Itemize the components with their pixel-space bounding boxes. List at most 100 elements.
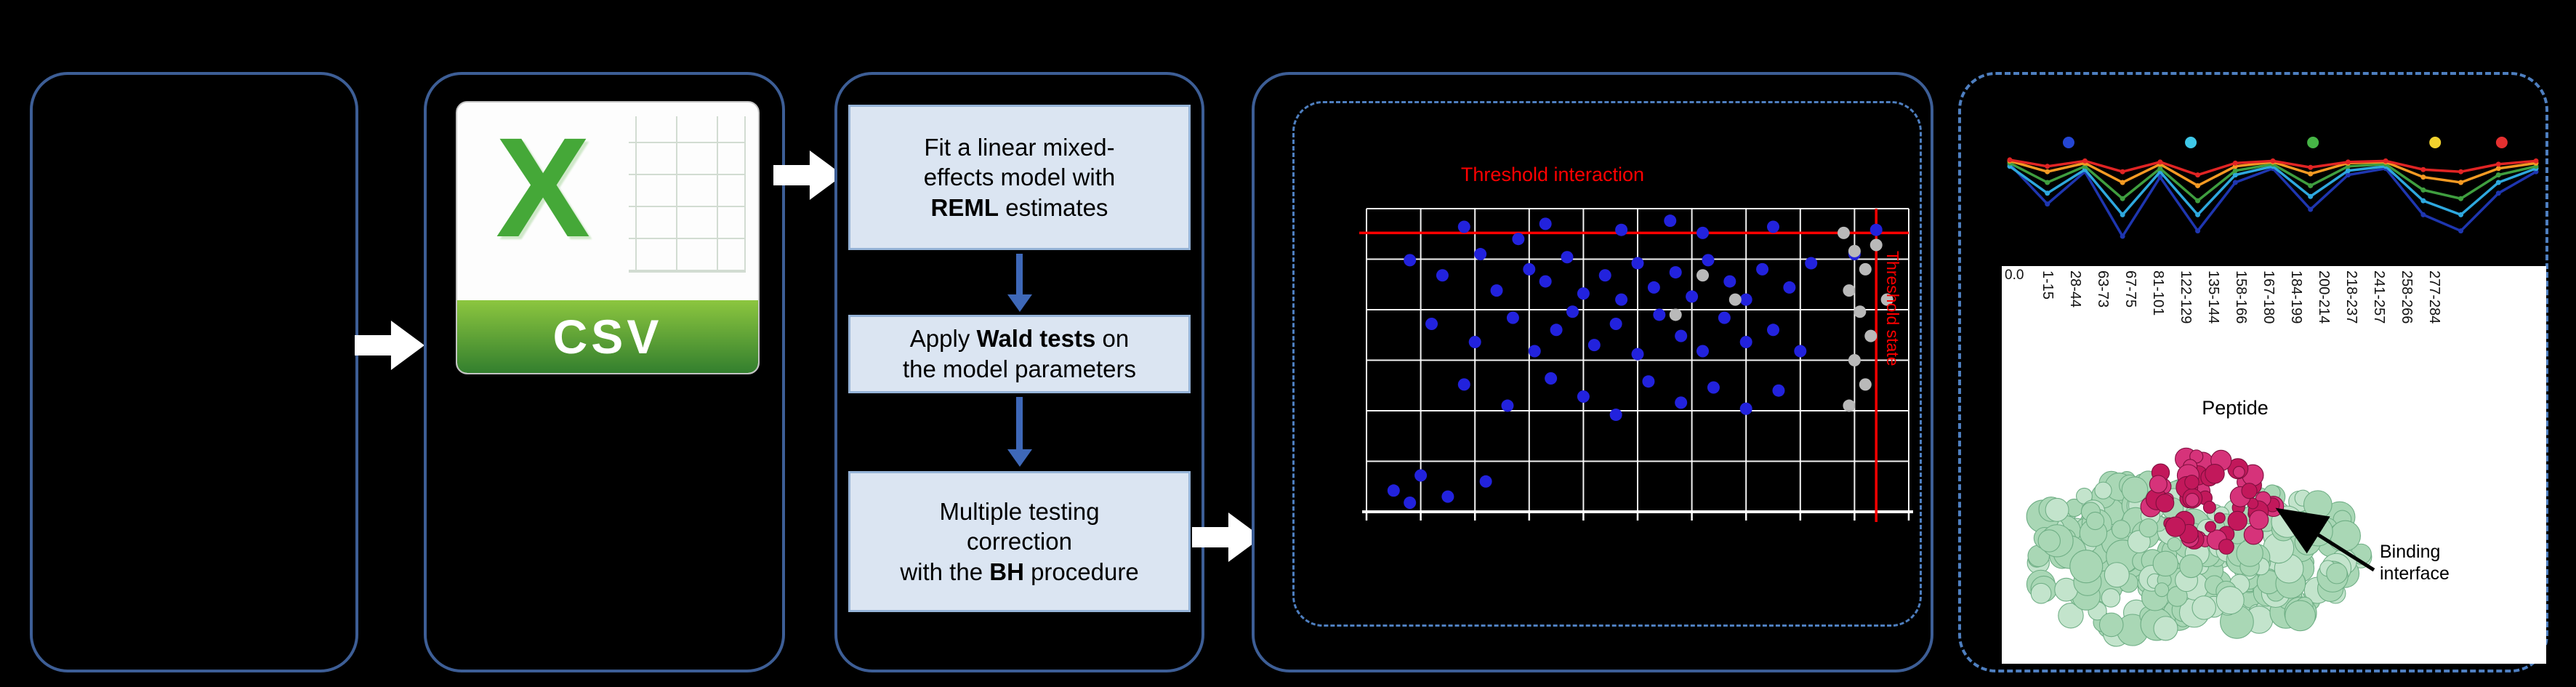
arrow-down-icon-1 — [1007, 254, 1032, 312]
scatter-point — [1718, 311, 1731, 324]
uptake-point — [2495, 180, 2501, 185]
peptide-tick-label: 258-266 — [2399, 270, 2415, 324]
scatter-point — [1756, 262, 1769, 276]
scatter-point — [1837, 226, 1850, 239]
peptide-axis-labels: 1-15 28-44 63-73 67-75 81-101 122-129 135-144 1… — [2028, 270, 2442, 397]
uptake-point — [2308, 164, 2314, 170]
csv-label: CSV — [552, 309, 663, 363]
scatter-point — [1794, 345, 1807, 358]
scatter-point — [1739, 402, 1752, 415]
uptake-point — [2232, 172, 2238, 178]
arrow-stem — [1016, 397, 1023, 449]
uptake-point — [2120, 169, 2125, 174]
scatter-point — [1539, 217, 1552, 230]
scatter-point — [1587, 339, 1601, 352]
surface-sphere — [2179, 554, 2203, 579]
scatter-point — [1539, 275, 1552, 288]
surface-sphere — [2303, 516, 2333, 547]
scatter-point — [1848, 354, 1861, 366]
uptake-point — [2308, 171, 2314, 177]
scatter-point — [1545, 372, 1558, 385]
scatter-point — [1783, 281, 1796, 294]
panel-csv: X CSV — [424, 72, 785, 672]
scatter-point — [1805, 257, 1818, 270]
uptake-point — [2157, 166, 2163, 172]
volcano-side-label: Threshold state — [1883, 251, 1902, 366]
surface-sphere — [2241, 483, 2258, 499]
csv-file-icon: X CSV — [456, 101, 760, 374]
surface-sphere — [2155, 494, 2175, 513]
surface-sphere — [2205, 463, 2225, 484]
uptake-point — [2195, 182, 2201, 188]
scatter-point — [1767, 220, 1779, 233]
arrow-right-icon-1 — [355, 320, 424, 371]
panel-results: 0.0 1-15 28-44 63-73 67-75 81-101 122-129 135-… — [1958, 72, 2548, 672]
uptake-point — [2007, 157, 2013, 163]
scatter-point — [1457, 378, 1470, 391]
scatter-point — [1707, 381, 1720, 394]
scatter-point — [1523, 262, 1536, 276]
excel-x-letter: X — [495, 108, 591, 268]
scatter-point — [1598, 269, 1611, 282]
scatter-point — [1702, 254, 1715, 267]
peptide-tick-label: 63-73 — [2095, 270, 2111, 308]
uptake-point — [2420, 212, 2426, 217]
uptake-point — [2495, 166, 2501, 172]
surface-sphere — [2326, 562, 2348, 584]
peptide-tick-label: 184-199 — [2288, 270, 2304, 324]
surface-sphere — [2045, 497, 2069, 522]
uptake-point — [2345, 168, 2351, 174]
surface-sphere — [2154, 582, 2170, 598]
uptake-point — [2120, 196, 2125, 201]
uptake-point — [2420, 198, 2426, 204]
surface-sphere — [2069, 550, 2104, 584]
uptake-point — [2458, 196, 2464, 201]
surface-sphere — [2085, 511, 2105, 531]
arrow-head — [1007, 294, 1032, 312]
step-bh: Multiple testing correction with the BH … — [848, 471, 1191, 612]
uptake-point — [2420, 187, 2426, 193]
scatter-point — [1739, 335, 1752, 348]
uptake-point — [2270, 158, 2276, 164]
step-bh-text: Multiple testing correction with the BH … — [900, 497, 1139, 585]
uptake-point — [2345, 159, 2351, 165]
uptake-point — [2157, 174, 2163, 180]
peptide-tick-label: 81-101 — [2150, 270, 2166, 316]
surface-sphere — [2202, 500, 2216, 514]
scatter-point — [1436, 269, 1449, 282]
peptide-tick-label: 67-75 — [2122, 270, 2138, 308]
scatter-point — [1631, 347, 1644, 361]
scatter-point — [1387, 484, 1400, 497]
scatter-point — [1859, 378, 1872, 391]
uptake-point — [2458, 180, 2464, 185]
scatter-point — [1843, 399, 1856, 412]
scatter-point — [1615, 293, 1628, 306]
uptake-point — [2308, 206, 2314, 212]
results-white-panel: 0.0 1-15 28-44 63-73 67-75 81-101 122-129 135-… — [2002, 266, 2546, 664]
volcano-plot — [1359, 208, 1913, 522]
uptake-point — [2120, 212, 2125, 217]
scatter-point — [1631, 257, 1644, 270]
scatter-point — [1414, 469, 1428, 482]
surface-sphere — [2185, 493, 2199, 507]
y-axis-tick: 0.0 — [2005, 268, 2024, 283]
surface-sphere — [2330, 520, 2361, 552]
scatter-point — [1550, 324, 1563, 337]
surface-sphere — [2191, 595, 2216, 620]
surface-sphere — [2249, 510, 2269, 530]
scatter-point — [1609, 409, 1622, 422]
uptake-point — [2533, 158, 2539, 164]
scatter-point — [1739, 293, 1752, 306]
scatter-point — [1864, 329, 1877, 342]
uptake-point — [2345, 172, 2351, 178]
volcano-title: Threshold interaction — [1460, 164, 1645, 185]
uptake-point — [2495, 161, 2501, 167]
scatter-point — [1441, 490, 1454, 503]
uptake-point — [2195, 212, 2201, 217]
arrow-stem — [1016, 254, 1023, 294]
scatter-point — [1675, 329, 1688, 342]
surface-sphere — [2165, 516, 2186, 537]
surface-sphere — [2104, 562, 2130, 588]
uptake-point — [2045, 169, 2050, 174]
